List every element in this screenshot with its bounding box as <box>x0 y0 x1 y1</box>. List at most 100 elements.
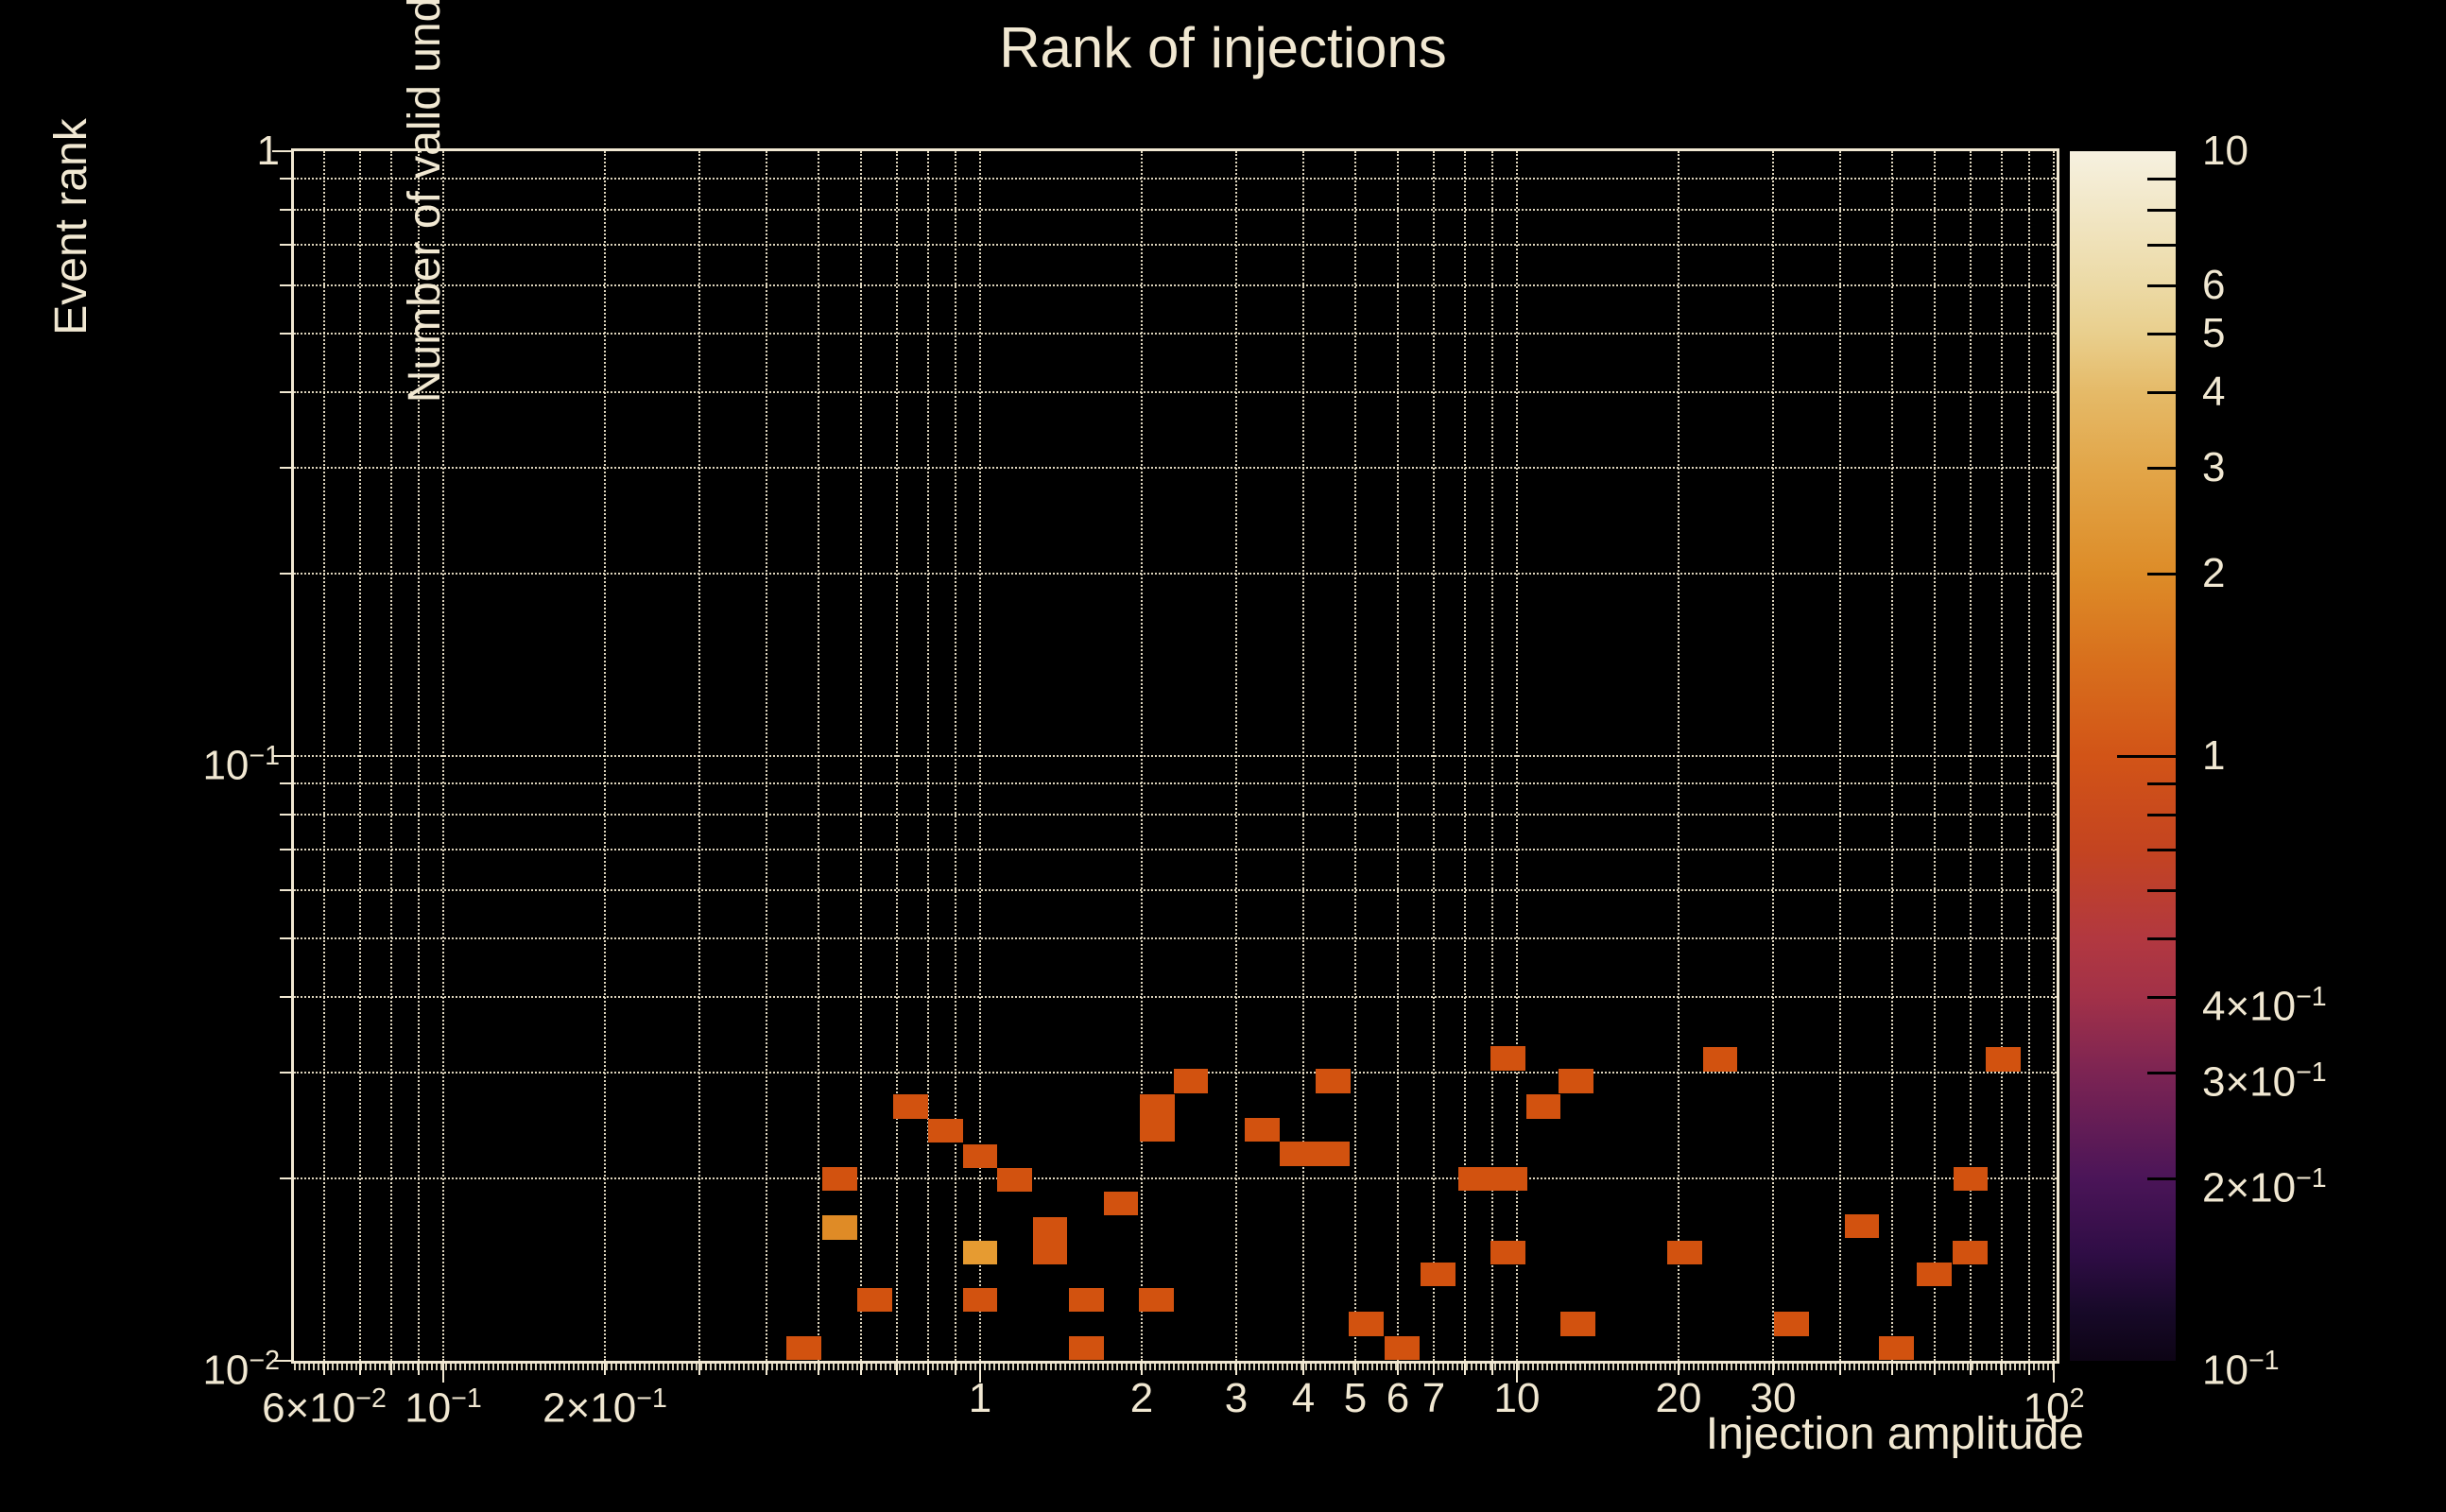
heatmap-cell <box>997 1167 1033 1193</box>
colorbar-minor-tick <box>2147 209 2176 213</box>
colorbar-minor-tick <box>2147 244 2176 248</box>
x-tick <box>818 1364 820 1375</box>
heatmap-cell <box>1103 1191 1139 1216</box>
colorbar-minor-tick <box>2147 1071 2176 1074</box>
heatmap-cell <box>1490 1046 1525 1071</box>
grid-line-y <box>294 573 2057 576</box>
y-tick <box>280 936 291 939</box>
x-tick <box>1235 1364 1238 1375</box>
grid-line-y <box>294 849 2057 851</box>
heatmap-cell <box>1490 1240 1525 1265</box>
heatmap-cell <box>786 1335 822 1361</box>
plot-spine-bottom <box>291 1361 2059 1364</box>
x-tick <box>1891 1364 1894 1375</box>
x-tick <box>1433 1364 1436 1375</box>
heatmap-cell <box>1280 1142 1316 1166</box>
colorbar-major-tick <box>2117 755 2176 758</box>
heatmap-cell <box>1559 1069 1594 1093</box>
y-tick-label: 1 <box>256 128 280 174</box>
grid-line-y <box>294 782 2057 785</box>
x-tick <box>2028 1364 2031 1375</box>
heatmap-cell <box>927 1118 963 1143</box>
heatmap-cell <box>1069 1335 1105 1361</box>
grid-line-y <box>294 888 2057 891</box>
x-tick <box>2001 1364 2003 1375</box>
heatmap-cell <box>1879 1335 1914 1361</box>
y-tick <box>272 1360 291 1362</box>
y-tick <box>280 178 291 180</box>
grid-line-y <box>294 209 2057 212</box>
grid-line-y <box>294 244 2057 247</box>
heatmap-cell <box>1139 1288 1174 1313</box>
y-tick <box>280 849 291 851</box>
x-tick-label: 6 <box>1386 1375 1410 1421</box>
x-tick <box>955 1364 957 1375</box>
heatmap-cell <box>1385 1335 1420 1361</box>
x-tick-label: 10 <box>1493 1375 1541 1421</box>
heatmap-cell <box>1560 1312 1596 1336</box>
x-tick <box>359 1364 362 1375</box>
colorbar-tick-label: 3 <box>2202 443 2226 490</box>
x-tick-label: 2×10−1 <box>543 1383 667 1432</box>
colorbar-minor-tick <box>2147 390 2176 394</box>
y-tick <box>280 573 291 576</box>
x-tick <box>2053 1364 2056 1383</box>
colorbar-tick-label: 1 <box>2202 732 2226 779</box>
colorbar-minor-tick <box>2147 284 2176 287</box>
heatmap-cell <box>1032 1240 1068 1265</box>
x-tick <box>979 1364 982 1383</box>
x-tick-label: 10−1 <box>405 1383 482 1432</box>
heatmap-cell <box>1702 1047 1738 1072</box>
x-tick <box>1463 1364 1466 1375</box>
y-axis-title: Event rank <box>46 118 96 335</box>
x-tick <box>1934 1364 1937 1375</box>
heatmap-cell <box>1844 1213 1880 1239</box>
heatmap-cell <box>1492 1166 1527 1192</box>
x-tick <box>765 1364 767 1375</box>
x-tick <box>1397 1364 1400 1375</box>
grid-line-y <box>294 936 2057 939</box>
colorbar-tick-label: 2 <box>2202 550 2226 597</box>
y-tick-label: 10−2 <box>202 1346 280 1394</box>
heatmap-cell <box>1140 1117 1176 1143</box>
y-tick <box>280 1071 291 1074</box>
heatmap-cell <box>1140 1094 1176 1119</box>
colorbar-minor-tick <box>2147 332 2176 335</box>
x-tick <box>1516 1364 1519 1383</box>
y-tick <box>280 284 291 286</box>
heatmap-cell <box>1173 1069 1209 1093</box>
heatmap-cell <box>1316 1069 1352 1093</box>
y-tick <box>280 782 291 785</box>
heatmap-cell <box>962 1143 998 1169</box>
plot-spine-top <box>291 148 2059 151</box>
x-tick <box>442 1364 444 1383</box>
heatmap-cell <box>1421 1262 1456 1287</box>
x-tick-label: 2 <box>1129 1375 1154 1421</box>
colorbar-tick-label: 4×10−1 <box>2202 981 2327 1030</box>
colorbar-tick-label: 6 <box>2202 261 2226 308</box>
x-tick-label: 4 <box>1291 1375 1316 1421</box>
colorbar-minor-tick <box>2147 178 2176 181</box>
colorbar-tick-label: 3×10−1 <box>2202 1057 2327 1106</box>
colorbar-tick-label: 2×10−1 <box>2202 1163 2327 1211</box>
y-tick <box>280 466 291 469</box>
colorbar-tick-label: 5 <box>2202 309 2226 356</box>
x-tick-label: 3 <box>1224 1375 1249 1421</box>
x-tick-label: 30 <box>1749 1375 1797 1421</box>
y-tick <box>280 244 291 247</box>
heatmap-cell <box>962 1240 998 1265</box>
heatmap-cell <box>1953 1166 1989 1192</box>
y-tick <box>280 332 291 335</box>
x-tick-label: 1 <box>968 1375 992 1421</box>
heatmap-cell <box>1244 1117 1280 1143</box>
colorbar-tick-label: 10 <box>2202 128 2248 174</box>
heatmap-cell <box>1314 1142 1350 1166</box>
x-tick <box>1354 1364 1357 1375</box>
x-tick <box>698 1364 701 1375</box>
heatmap-cell <box>1525 1094 1561 1119</box>
heatmap-cell <box>1349 1312 1384 1336</box>
x-axis-minor-tick-comb <box>294 1364 2057 1370</box>
grid-line-y <box>294 755 2057 757</box>
heatmap-cell <box>1952 1240 1988 1265</box>
